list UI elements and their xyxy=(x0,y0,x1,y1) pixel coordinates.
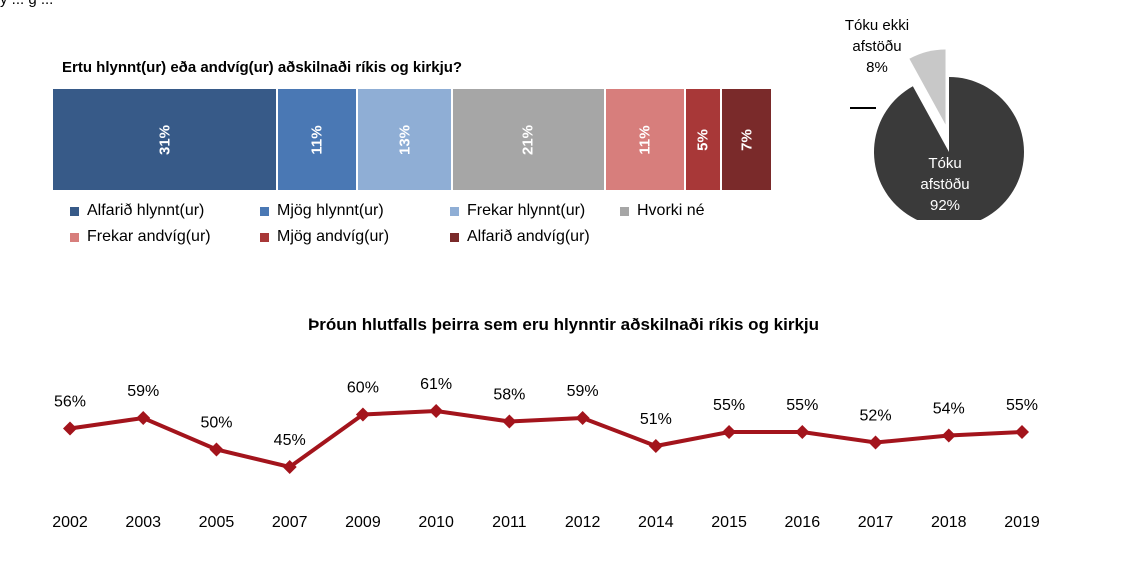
data-point xyxy=(722,425,737,439)
cropped-heading-fragment: y ... g ... xyxy=(0,0,53,8)
x-tick-label: 2005 xyxy=(199,514,235,531)
data-label: 61% xyxy=(420,376,452,393)
legend-label: Frekar andvíg(ur) xyxy=(87,228,211,245)
legend-item: Mjög andvíg(ur) xyxy=(260,228,389,246)
pie-label-line1: Tóku ekki xyxy=(844,17,910,34)
line-chart-title: Þróun hlutfalls þeirra sem eru hlynntir … xyxy=(307,315,820,334)
legend-label: Mjög hlynnt(ur) xyxy=(277,202,384,219)
legend-label: Hvorki né xyxy=(637,202,705,219)
left-arrow-icon xyxy=(850,107,876,109)
legend-swatch xyxy=(70,206,79,216)
series-line xyxy=(69,408,1023,470)
bar-segment: 31% xyxy=(53,89,279,190)
legend-swatch xyxy=(450,206,459,216)
x-tick-label: 2012 xyxy=(565,514,601,531)
pie-label-answered: Tóku afstöðu 92% xyxy=(900,153,990,216)
x-tick-label: 2010 xyxy=(418,514,454,531)
pie-slice-did-not-answer xyxy=(909,49,946,125)
bar-segment: 11% xyxy=(605,89,686,190)
data-point xyxy=(941,428,956,443)
data-point xyxy=(575,411,590,425)
data-label: 55% xyxy=(713,397,745,414)
data-label: 58% xyxy=(493,387,525,404)
bar-segment-label: 5% xyxy=(694,128,712,151)
legend-label: Alfarið hlynnt(ur) xyxy=(87,202,205,219)
x-tick-label: 2016 xyxy=(785,514,821,531)
x-tick-label: 2009 xyxy=(345,514,381,531)
legend-item: Hvorki né xyxy=(620,202,705,220)
legend-swatch xyxy=(260,232,269,242)
pie-label-line2: afstöðu xyxy=(920,176,970,193)
x-tick-label: 2015 xyxy=(711,514,747,531)
data-label: 45% xyxy=(274,432,306,449)
legend-item: Frekar andvíg(ur) xyxy=(70,228,211,246)
pie-label-did-not-answer: Tóku ekki afstöðu 8% xyxy=(832,15,922,78)
stacked-bar-title: Ertu hlynnt(ur) eða andvíg(ur) aðskilnað… xyxy=(62,59,463,76)
x-tick-label: 2007 xyxy=(272,514,308,531)
data-point xyxy=(63,421,77,436)
legend-swatch xyxy=(260,206,269,216)
line-chart: 56% 2002 59% 2003 50% 2005 45% 2007 60% 2009 61% 20… xyxy=(52,376,1040,531)
bar-segment: 13% xyxy=(358,89,453,190)
data-point xyxy=(795,425,810,439)
bar-segment-label: 31% xyxy=(156,124,174,155)
data-point xyxy=(209,442,224,457)
data-label: 56% xyxy=(54,394,86,411)
data-label: 60% xyxy=(347,380,379,397)
x-tick-label: 2002 xyxy=(52,514,88,531)
data-point xyxy=(502,414,517,429)
data-point xyxy=(648,439,663,453)
x-tick-label: 2019 xyxy=(1004,514,1040,531)
bar-segment-label: 7% xyxy=(738,128,756,151)
bar-segment: 21% xyxy=(453,89,606,190)
bar-segment-label: 11% xyxy=(636,124,654,155)
legend-swatch xyxy=(620,206,629,216)
bar-segment: 5% xyxy=(685,89,723,190)
data-label: 51% xyxy=(640,411,672,428)
data-label: 59% xyxy=(127,383,159,400)
bar-segment: 11% xyxy=(278,89,359,190)
legend-label: Frekar hlynnt(ur) xyxy=(467,202,586,219)
bar-segment-label: 21% xyxy=(519,124,537,155)
pie-label-pct: 8% xyxy=(866,59,888,76)
x-tick-label: 2003 xyxy=(125,514,161,531)
bar-segment: 7% xyxy=(722,89,773,190)
data-label: 50% xyxy=(200,415,232,432)
x-tick-label: 2018 xyxy=(931,514,967,531)
x-tick-label: 2017 xyxy=(858,514,894,531)
stacked-bar: 31% 11% 13% 21% 11% 5% 7% xyxy=(53,89,773,190)
legend-swatch xyxy=(70,232,79,242)
data-point xyxy=(136,411,151,425)
data-point xyxy=(429,404,444,418)
x-tick-label: 2011 xyxy=(492,514,527,531)
bar-segment-label: 13% xyxy=(396,124,414,155)
pie-label-line1: Tóku xyxy=(928,155,962,172)
legend-item: Alfarið andvíg(ur) xyxy=(450,228,590,246)
data-label: 55% xyxy=(1006,397,1038,414)
legend-item: Mjög hlynnt(ur) xyxy=(260,202,384,220)
data-label: 59% xyxy=(567,383,599,400)
pie-label-pct: 92% xyxy=(929,197,961,214)
pie-slice-answered xyxy=(874,77,1024,220)
legend-item: Frekar hlynnt(ur) xyxy=(450,202,585,220)
data-label: 55% xyxy=(786,397,818,414)
pie-chart xyxy=(850,49,1024,220)
data-label: 54% xyxy=(933,401,965,418)
data-point xyxy=(355,407,370,422)
pie-label-line2: afstöðu xyxy=(852,38,902,55)
legend-label: Mjög andvíg(ur) xyxy=(277,228,390,245)
bar-segment-label: 11% xyxy=(308,124,326,155)
data-point xyxy=(1015,425,1029,439)
data-point xyxy=(868,435,883,450)
data-label: 52% xyxy=(860,408,892,425)
legend-swatch xyxy=(450,232,459,242)
legend-label: Alfarið andvíg(ur) xyxy=(467,228,590,245)
legend-item: Alfarið hlynnt(ur) xyxy=(70,202,204,220)
data-point xyxy=(282,460,297,474)
x-tick-label: 2014 xyxy=(638,514,674,531)
